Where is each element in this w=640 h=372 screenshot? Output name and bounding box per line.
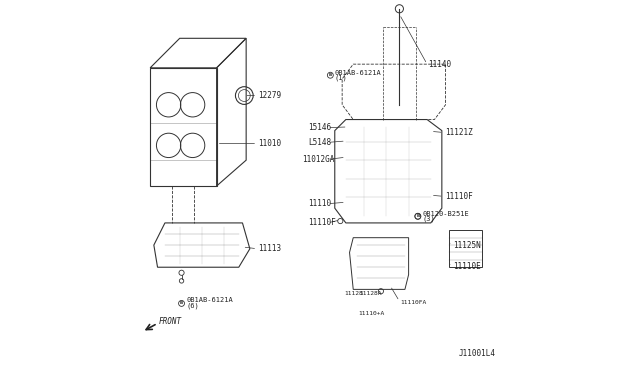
- Text: L5148: L5148: [308, 138, 332, 147]
- Text: (6): (6): [186, 303, 199, 309]
- Text: B: B: [416, 214, 419, 218]
- Text: 15146: 15146: [308, 123, 332, 132]
- Text: 11128: 11128: [344, 291, 364, 296]
- Text: 11010: 11010: [259, 139, 282, 148]
- Text: 0B1AB-6121A: 0B1AB-6121A: [186, 298, 233, 304]
- Text: 12279: 12279: [259, 91, 282, 100]
- Text: 0B1AB-6121A: 0B1AB-6121A: [335, 70, 381, 76]
- Text: 11110FA: 11110FA: [401, 300, 427, 305]
- Text: 11012GA: 11012GA: [302, 155, 335, 164]
- Text: 11110E: 11110E: [453, 262, 481, 270]
- Text: 11110: 11110: [308, 199, 332, 208]
- Text: B: B: [329, 73, 332, 77]
- Text: (1): (1): [335, 74, 348, 81]
- Text: 11113: 11113: [259, 244, 282, 253]
- Text: 11110+A: 11110+A: [358, 311, 385, 316]
- Text: B: B: [180, 301, 183, 305]
- Text: 11125N: 11125N: [453, 241, 481, 250]
- Text: 11110F: 11110F: [445, 192, 472, 201]
- Text: 11110F: 11110F: [308, 218, 336, 227]
- Text: (3): (3): [422, 216, 435, 222]
- Text: FRONT: FRONT: [158, 317, 181, 326]
- Text: 11140: 11140: [428, 60, 451, 69]
- Text: 11121Z: 11121Z: [445, 128, 472, 137]
- Text: J11001L4: J11001L4: [458, 350, 495, 359]
- Text: 11128A: 11128A: [360, 291, 382, 296]
- Text: 0B120-B251E: 0B120-B251E: [422, 211, 469, 217]
